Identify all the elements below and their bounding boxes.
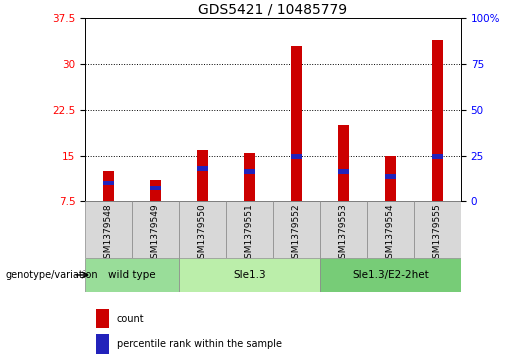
Bar <box>337 169 349 174</box>
Bar <box>102 181 114 185</box>
Text: GSM1379550: GSM1379550 <box>198 203 207 264</box>
FancyBboxPatch shape <box>414 201 461 258</box>
Text: GSM1379551: GSM1379551 <box>245 203 254 264</box>
Bar <box>96 309 109 329</box>
Text: GSM1379553: GSM1379553 <box>339 203 348 264</box>
Text: GSM1379554: GSM1379554 <box>386 203 395 264</box>
Bar <box>244 152 255 201</box>
FancyBboxPatch shape <box>320 201 367 258</box>
Bar <box>432 154 443 159</box>
FancyBboxPatch shape <box>85 201 132 258</box>
FancyBboxPatch shape <box>273 201 320 258</box>
Bar <box>149 186 161 191</box>
Bar <box>149 180 161 201</box>
Bar <box>244 169 255 174</box>
Text: GSM1379549: GSM1379549 <box>151 203 160 264</box>
Text: wild type: wild type <box>108 270 156 280</box>
FancyBboxPatch shape <box>367 201 414 258</box>
FancyBboxPatch shape <box>132 201 179 258</box>
Bar <box>290 46 302 201</box>
FancyBboxPatch shape <box>179 258 320 292</box>
Bar <box>432 40 443 201</box>
Text: GSM1379548: GSM1379548 <box>104 203 113 264</box>
Title: GDS5421 / 10485779: GDS5421 / 10485779 <box>198 3 348 17</box>
FancyBboxPatch shape <box>179 201 226 258</box>
Bar <box>290 154 302 159</box>
FancyBboxPatch shape <box>226 201 273 258</box>
Bar <box>102 171 114 201</box>
Text: count: count <box>117 314 145 324</box>
Text: Sle1.3: Sle1.3 <box>233 270 266 280</box>
Text: GSM1379552: GSM1379552 <box>292 203 301 264</box>
Text: GSM1379555: GSM1379555 <box>433 203 442 264</box>
Text: Sle1.3/E2-2het: Sle1.3/E2-2het <box>352 270 429 280</box>
Bar <box>96 334 109 354</box>
Bar <box>197 166 209 171</box>
Text: genotype/variation: genotype/variation <box>5 270 98 280</box>
Bar <box>385 174 397 179</box>
FancyBboxPatch shape <box>320 258 461 292</box>
Bar <box>197 150 209 201</box>
Bar <box>337 125 349 201</box>
Text: percentile rank within the sample: percentile rank within the sample <box>117 339 282 349</box>
Bar <box>385 156 397 201</box>
FancyBboxPatch shape <box>85 258 179 292</box>
